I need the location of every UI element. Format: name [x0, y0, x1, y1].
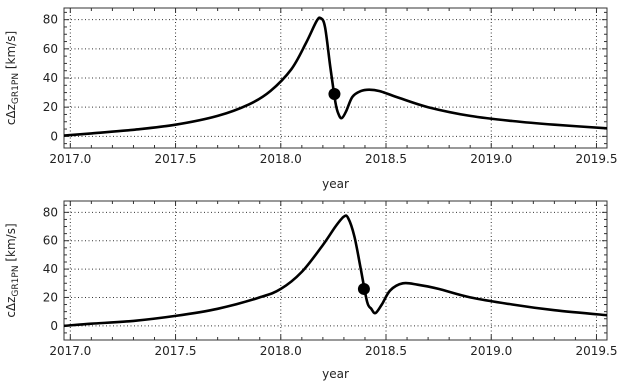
- y-axis-label-prefix: cΔz: [4, 104, 18, 125]
- y-axis-label-subscript: GR1PN: [11, 73, 21, 104]
- plot-frame: [63, 200, 608, 341]
- x-tick-label: 2018.0: [260, 152, 302, 166]
- y-tick-label: 60: [43, 42, 58, 56]
- x-tick-label: 2019.0: [470, 152, 512, 166]
- y-tick-label: 60: [43, 234, 58, 248]
- top-panel: 2017.0 2017.5 2018.0 2018.5 2019.0 2019.5 0 20 4…: [4, 7, 617, 191]
- y-tick-label: 20: [43, 100, 58, 114]
- y-tick-label: 0: [50, 319, 58, 333]
- y-axis-label-unit: [km/s]: [4, 31, 18, 73]
- y-tick-label: 80: [43, 13, 58, 27]
- y-axis-label-unit: [km/s]: [4, 223, 18, 265]
- data-point-marker: [357, 282, 370, 295]
- x-tick-label: 2019.5: [575, 152, 617, 166]
- y-tick-label: 80: [43, 205, 58, 219]
- y-tick-label: 40: [43, 262, 58, 276]
- x-axis-label: year: [322, 367, 349, 381]
- x-tick-label: 2017.5: [155, 152, 197, 166]
- x-tick-label: 2017.5: [155, 344, 197, 358]
- y-tick-label: 0: [50, 129, 58, 143]
- x-tick-label: 2019.5: [575, 344, 617, 358]
- x-tick-label: 2018.5: [365, 344, 407, 358]
- x-tick-label: 2017.0: [49, 344, 91, 358]
- y-axis-label: cΔzGR1PN [km/s]: [4, 31, 21, 125]
- x-tick-label: 2018.5: [365, 152, 407, 166]
- y-axis-label: cΔzGR1PN [km/s]: [4, 223, 21, 317]
- y-tick-label: 20: [43, 290, 58, 304]
- bottom-panel: 2017.0 2017.5 2018.0 2018.5 2019.0 2019.5 0 20 4…: [4, 200, 617, 381]
- x-tick-label: 2018.0: [260, 344, 302, 358]
- y-axis-label-subscript: GR1PN: [11, 265, 21, 296]
- x-axis-label: year: [322, 177, 349, 191]
- x-tick-label: 2019.0: [470, 344, 512, 358]
- data-curve: [64, 16, 607, 137]
- data-curve: [64, 214, 607, 328]
- data-point-marker: [328, 88, 341, 101]
- x-tick-label: 2017.0: [49, 152, 91, 166]
- y-tick-label: 40: [43, 71, 58, 85]
- y-axis-label-prefix: cΔz: [4, 297, 18, 318]
